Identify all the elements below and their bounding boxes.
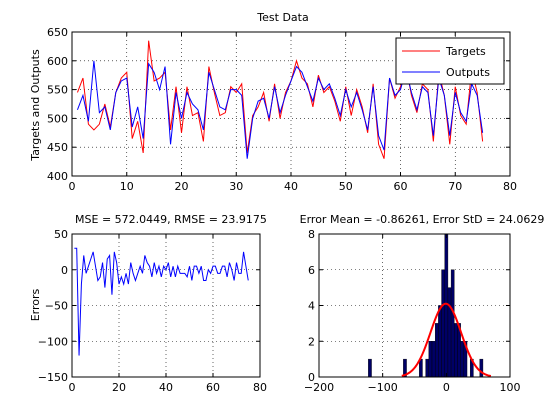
histogram-bar — [434, 323, 439, 378]
errors-panel: MSE = 572.0449, RMSE = 23.9175 Errors 0 2… — [29, 213, 267, 394]
histogram-title: Error Mean = -0.86261, Error StD = 24.06… — [300, 213, 545, 226]
errors-title: MSE = 572.0449, RMSE = 23.9175 — [75, 213, 267, 226]
x-tick-label: −200 — [304, 381, 334, 394]
x-tick-label: 20 — [175, 180, 189, 193]
y-tick-label: −100 — [38, 335, 68, 348]
test-data-ylabel: Targets and Outputs — [29, 49, 42, 162]
y-tick-label: −150 — [38, 371, 68, 384]
x-tick-label: 10 — [120, 180, 134, 193]
x-tick-label: 80 — [253, 381, 267, 394]
x-tick-label: 30 — [229, 180, 243, 193]
test-data-title: Test Data — [256, 11, 308, 24]
x-tick-label: −100 — [368, 381, 398, 394]
histogram-bar — [460, 341, 465, 378]
histogram-bar — [441, 269, 445, 378]
y-tick-label: 600 — [47, 55, 68, 68]
test-data-ticks: 0 10 20 30 40 50 60 70 80 400 450 500 550 600 650 — [47, 26, 517, 193]
x-tick-label: 50 — [339, 180, 353, 193]
histogram-bar — [454, 323, 458, 378]
histogram-bar — [444, 233, 449, 378]
x-tick-label: 100 — [500, 381, 521, 394]
errors-ticks: 0 20 40 60 80 −150 −100 −50 0 50 — [38, 228, 267, 394]
y-tick-label: 500 — [47, 112, 68, 125]
error-histogram-panel: Error Mean = -0.86261, Error StD = 24.06… — [300, 213, 545, 394]
y-tick-label: −50 — [45, 300, 68, 313]
test-data-series — [77, 40, 484, 159]
x-tick-label: 0 — [69, 381, 76, 394]
y-tick-label: 0 — [61, 264, 68, 277]
histogram-bar — [428, 341, 433, 378]
x-tick-label: 20 — [112, 381, 126, 394]
x-tick-label: 0 — [69, 180, 76, 193]
histogram-fit-curve — [401, 302, 492, 378]
y-tick-label: 650 — [47, 26, 68, 39]
histogram-bar — [447, 287, 452, 378]
y-tick-label: 4 — [308, 300, 315, 313]
test-data-legend: Targets Outputs — [395, 37, 505, 85]
y-tick-label: 550 — [47, 84, 68, 97]
histogram-bar — [368, 358, 372, 378]
y-tick-label: 0 — [308, 371, 315, 384]
histogram-bar — [479, 358, 484, 378]
legend-box — [395, 37, 505, 85]
histogram-bar — [431, 341, 436, 378]
legend-outputs-label: Outputs — [446, 66, 490, 79]
y-tick-label: 400 — [47, 170, 68, 183]
x-tick-label: 40 — [284, 180, 298, 193]
histogram-bar — [450, 269, 455, 378]
legend-targets-label: Targets — [445, 45, 486, 58]
y-tick-label: 8 — [308, 228, 315, 241]
y-tick-label: 2 — [308, 335, 315, 348]
errors-series — [74, 247, 249, 356]
y-tick-label: 450 — [47, 141, 68, 154]
series-line-errors — [74, 247, 249, 356]
x-tick-label: 40 — [159, 381, 173, 394]
histogram-ticks: −200 −100 0 100 0 2 4 6 8 — [304, 228, 521, 394]
x-tick-label: 0 — [443, 381, 450, 394]
x-tick-label: 80 — [503, 180, 517, 193]
y-tick-label: 6 — [308, 264, 315, 277]
histogram-bar — [438, 305, 442, 378]
x-tick-label: 70 — [448, 180, 462, 193]
series-line-outputs — [77, 60, 484, 159]
x-tick-label: 60 — [394, 180, 408, 193]
histogram-bar — [425, 358, 430, 378]
x-tick-label: 60 — [206, 381, 220, 394]
errors-ylabel: Errors — [29, 288, 42, 321]
normal-fit-curve — [401, 302, 492, 378]
test-data-panel: Test Data Targets and Outputs 0 10 20 30 40 5… — [29, 11, 517, 193]
y-tick-label: 50 — [54, 228, 68, 241]
